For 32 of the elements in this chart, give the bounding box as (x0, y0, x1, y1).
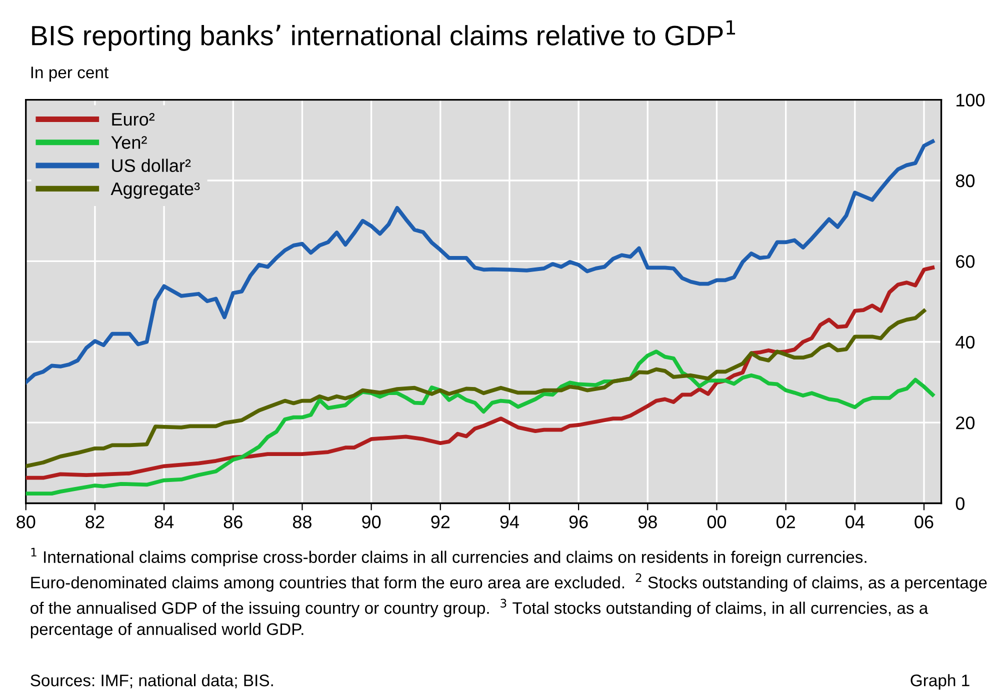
x-tick-label: 06 (914, 516, 934, 528)
legend-label: Yen² (111, 136, 147, 149)
line-series (26, 308, 926, 468)
x-tick-label: 88 (292, 516, 312, 528)
x-tick-label: 84 (154, 516, 174, 528)
x-tick-label: 90 (362, 516, 381, 528)
x-tick-label: 94 (500, 516, 519, 528)
x-tick-label: 02 (776, 516, 795, 528)
x-tick-label: 00 (707, 516, 726, 528)
x-tick-label: 92 (431, 516, 450, 528)
chart-title: BIS reporting banks’ international claims relative to GDP$^{1}$ (32, 20, 736, 51)
line-series (26, 350, 935, 496)
x-tick-label: 80 (16, 516, 36, 528)
text: $^{1}$ International claims comprise cross-border claims in all currencies and claims on residents in foreign currencies. Euro-denominated claims among countries that form the euro area are excluded. $^{2}$ Stocks outstanding of claims, as a percentage of the annualised GDP of the issuing country or country group. $^{3}$ Total stocks outstanding of claims, in all currencies, as a percentage of annualised world GDP. (30, 548, 987, 638)
y-tick-label: 100 (956, 94, 985, 107)
x-tick-label: 98 (638, 516, 657, 528)
y-tick-label: 80 (956, 174, 975, 188)
source-note: Sources: IMF; national data; BIS. (30, 674, 273, 688)
legend-label: US dollar² (112, 158, 191, 172)
chart-subtitle: In per cent (31, 66, 108, 82)
x-tick-label: 04 (846, 516, 864, 528)
legend-label: Euro² (112, 113, 155, 126)
y-tick-label: 40 (956, 336, 975, 349)
caption: Graph 1 (910, 674, 970, 690)
y-tick-label: 20 (956, 416, 975, 430)
y-tick-label: 0 (956, 497, 964, 510)
line-series (26, 266, 935, 480)
x-tick-label: 86 (224, 516, 242, 528)
x-tick-label: 82 (86, 516, 104, 528)
x-tick-label: 96 (569, 516, 588, 528)
legend-label: Aggregate³ (110, 182, 200, 199)
y-tick-label: 60 (956, 255, 975, 268)
